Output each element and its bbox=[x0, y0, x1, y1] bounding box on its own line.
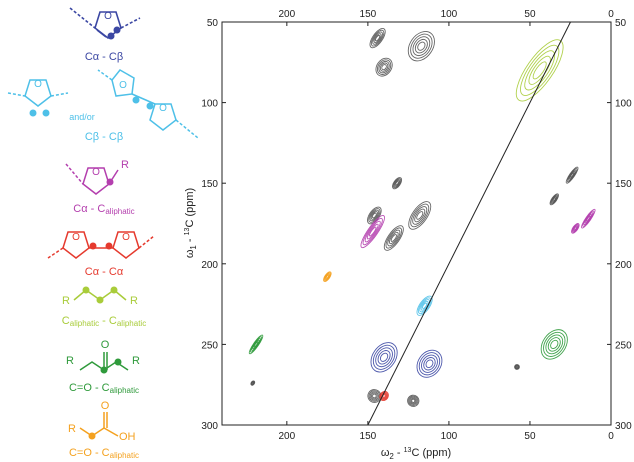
x-axis-label: ω2 - 13C (ppm) bbox=[381, 447, 451, 461]
peak-layer bbox=[248, 26, 597, 409]
y-tick-label-right: 200 bbox=[615, 260, 632, 271]
y-tick-label-left: 300 bbox=[201, 421, 218, 432]
peak-contour bbox=[381, 223, 407, 253]
x-tick-label-bottom: 150 bbox=[360, 431, 377, 442]
peak-contour bbox=[405, 393, 421, 409]
y-tick-label-right: 50 bbox=[615, 18, 627, 29]
y-tick-label-left: 250 bbox=[201, 340, 218, 351]
peak-contour bbox=[549, 193, 560, 206]
x-tick-label-bottom: 100 bbox=[441, 431, 458, 442]
x-tick-label-bottom: 0 bbox=[608, 431, 614, 442]
peak-contour bbox=[536, 325, 573, 364]
peak-contour bbox=[508, 33, 571, 107]
peak-contour bbox=[248, 334, 265, 355]
peak-contour bbox=[373, 55, 396, 79]
x-tick-label-top: 200 bbox=[278, 9, 295, 20]
x-tick-label-top: 0 bbox=[608, 9, 614, 20]
x-tick-label-bottom: 200 bbox=[278, 431, 295, 442]
y-tick-label-left: 100 bbox=[201, 99, 218, 110]
y-tick-label-left: 150 bbox=[201, 179, 218, 190]
peak-contour bbox=[250, 380, 255, 386]
y-tick-label-right: 100 bbox=[615, 99, 632, 110]
peak-contour bbox=[405, 198, 435, 233]
y-tick-label-right: 300 bbox=[615, 421, 632, 432]
diagonal-line bbox=[368, 22, 571, 425]
y-axis-ticks: 50 50 100 100 150 150 200 200 250 250 300 300 bbox=[201, 18, 632, 432]
peak-contour bbox=[570, 222, 580, 234]
y-tick-label-right: 150 bbox=[615, 179, 632, 190]
peak-contour bbox=[358, 213, 388, 250]
peak-contour bbox=[391, 176, 404, 190]
x-tick-label-top: 150 bbox=[360, 9, 377, 20]
y-tick-label-left: 50 bbox=[207, 18, 219, 29]
x-axis-ticks: 200 200 150 150 100 100 50 50 0 0 bbox=[278, 9, 614, 442]
plot-frame bbox=[222, 22, 611, 425]
peak-contour bbox=[412, 345, 447, 382]
x-tick-label-top: 50 bbox=[524, 9, 536, 20]
peak-contour bbox=[322, 271, 332, 283]
y-axis-label: ω1 - 13C (ppm) bbox=[184, 188, 198, 258]
x-tick-label-bottom: 50 bbox=[524, 431, 536, 442]
peak-contour bbox=[565, 166, 580, 185]
peak-contour bbox=[403, 26, 440, 65]
peak-contour bbox=[366, 338, 403, 377]
peak-contour bbox=[580, 208, 597, 229]
peak-contour bbox=[367, 26, 388, 50]
x-tick-label-top: 100 bbox=[441, 9, 458, 20]
y-tick-label-left: 200 bbox=[201, 260, 218, 271]
peak-contour bbox=[514, 364, 521, 371]
y-tick-label-right: 250 bbox=[615, 340, 632, 351]
